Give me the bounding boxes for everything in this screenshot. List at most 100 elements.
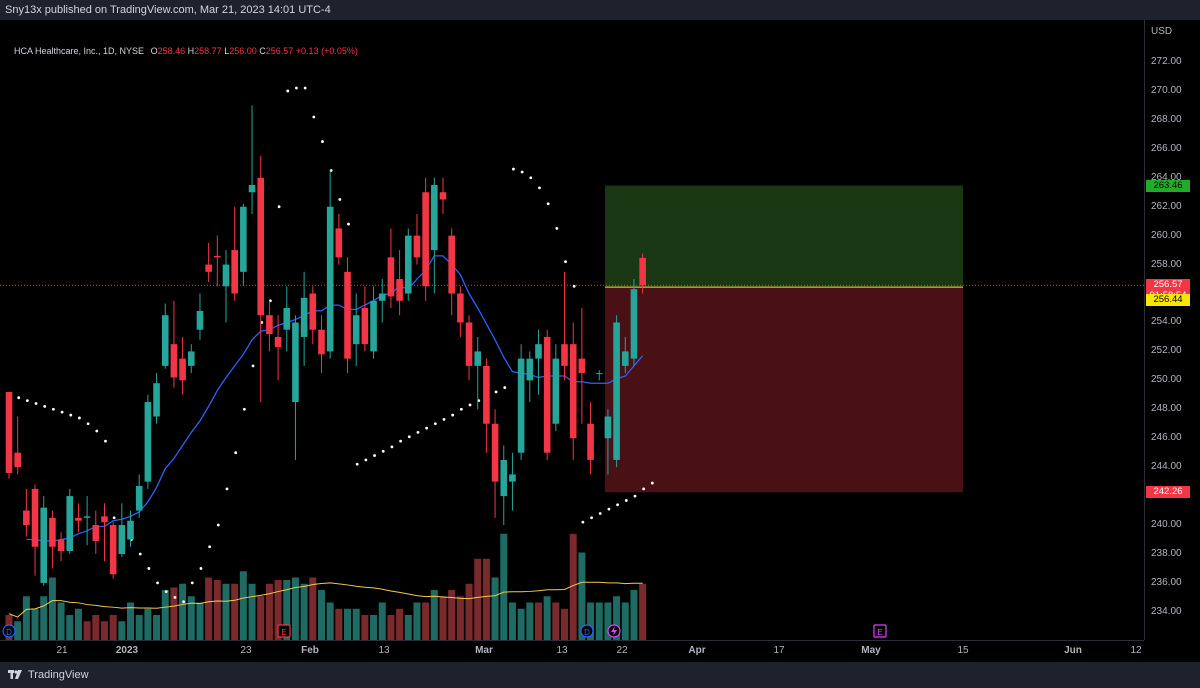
psar-dot [364, 458, 368, 462]
volume-bar [153, 615, 161, 640]
time-tick: Mar [475, 645, 493, 656]
volume-bar [344, 608, 352, 640]
candle-body [49, 517, 56, 547]
symbol-legend: HCA Healthcare, Inc., 1D, NYSE O258.46 H… [14, 46, 358, 56]
price-axis[interactable]: USD 272.00 270.00 268.00 266.00 264.00 262.00… [1144, 20, 1200, 640]
candle-body [491, 423, 499, 482]
candle-body [595, 373, 603, 375]
volume-bar [413, 602, 421, 640]
candle-body [135, 485, 143, 511]
candle-body [66, 496, 74, 552]
legend-low-label: L [224, 46, 230, 56]
candle-body [639, 257, 646, 286]
psar-dot [190, 581, 194, 585]
psar-dot [199, 567, 203, 570]
lightning-icon[interactable] [607, 624, 621, 638]
candle-body [57, 539, 65, 552]
volume-bar [161, 590, 169, 640]
dividend-marker[interactable]: D [580, 624, 594, 638]
candle-body [543, 336, 551, 453]
volume-bar [561, 608, 569, 640]
psar-dot [164, 590, 168, 594]
psar-dot [538, 186, 541, 190]
psar-dot [442, 418, 446, 421]
volume-bar [231, 583, 239, 640]
svg-text:D: D [6, 628, 12, 637]
candle-body [101, 516, 108, 523]
volume-bar [587, 602, 595, 640]
dividend-marker[interactable]: D [2, 624, 16, 638]
candle-body [31, 488, 39, 547]
psar-dot [78, 416, 81, 420]
candle-body [604, 416, 612, 439]
candle-body [552, 358, 560, 424]
volume-bar [378, 602, 386, 640]
price-tick: 266.00 [1151, 142, 1182, 154]
price-tick: 236.00 [1151, 576, 1182, 588]
volume-bar [144, 608, 152, 640]
psar-dot [112, 516, 116, 520]
candle-body [422, 192, 429, 287]
volume-bar [66, 615, 74, 640]
candle-body [196, 310, 204, 330]
time-tick: 15 [957, 645, 969, 656]
candle-body [413, 235, 421, 258]
candle-body [292, 322, 299, 403]
svg-text:E: E [877, 628, 882, 637]
volume-bar [639, 583, 647, 640]
candle-body [517, 358, 525, 453]
time-axis[interactable]: 21 2023 23 Feb 13 Mar 13 22 Apr 17 May 15 Jun 12 [0, 640, 1144, 663]
volume-bar [569, 533, 577, 640]
psar-dot [104, 439, 107, 443]
candle-body [75, 517, 82, 521]
psar-dot [598, 512, 602, 515]
psar-dot [295, 86, 298, 90]
volume-bar [430, 590, 438, 640]
tradingview-logo[interactable]: TradingView [8, 662, 89, 688]
volume-bar [404, 615, 412, 640]
psar-dot [338, 198, 342, 201]
candle-body [179, 358, 186, 381]
volume-bar [57, 602, 65, 640]
volume-bar [31, 608, 39, 640]
price-tick: 246.00 [1151, 432, 1182, 444]
psar-dot [17, 396, 21, 400]
earnings-marker[interactable]: E [277, 624, 291, 638]
time-tick: 12 [1130, 645, 1142, 656]
price-tick: 270.00 [1151, 84, 1182, 96]
candle-body [474, 351, 482, 366]
price-tick: 268.00 [1151, 113, 1182, 125]
candle-body [240, 206, 247, 272]
psar-dot [182, 600, 186, 604]
candle-body [483, 365, 490, 424]
psar-dot [581, 520, 585, 524]
legend-high: 258.77 [194, 46, 222, 56]
time-tick: 17 [773, 645, 785, 656]
volume-bar [474, 558, 482, 640]
svg-text:D: D [584, 628, 590, 637]
current-price-tag: 256.57 [1146, 279, 1190, 292]
psar-dot [347, 222, 350, 226]
psar-dot [251, 364, 255, 368]
time-tick: 2023 [115, 645, 139, 656]
volume-bar [48, 577, 56, 640]
volume-bar [274, 580, 282, 640]
psar-dot [459, 407, 463, 411]
psar-dot [173, 595, 177, 599]
candle-body [257, 177, 265, 316]
volume-bar [595, 602, 603, 640]
candle-body [361, 307, 369, 345]
candle-body [404, 235, 412, 294]
legend-low: 256.00 [229, 46, 257, 56]
earnings-marker-upcoming[interactable]: E [873, 624, 887, 638]
time-tick: 13 [378, 645, 390, 656]
psar-dot [616, 503, 619, 507]
price-tick: 260.00 [1151, 229, 1182, 241]
volume-bar [439, 596, 447, 640]
psar-dot [373, 454, 376, 457]
psar-dot [512, 167, 515, 171]
psar-dot [69, 413, 73, 417]
chart-pane[interactable]: D E D E HCA Healthcare, Inc., 1D, NYSE O258… [0, 20, 1144, 640]
psar-dot [147, 567, 151, 570]
